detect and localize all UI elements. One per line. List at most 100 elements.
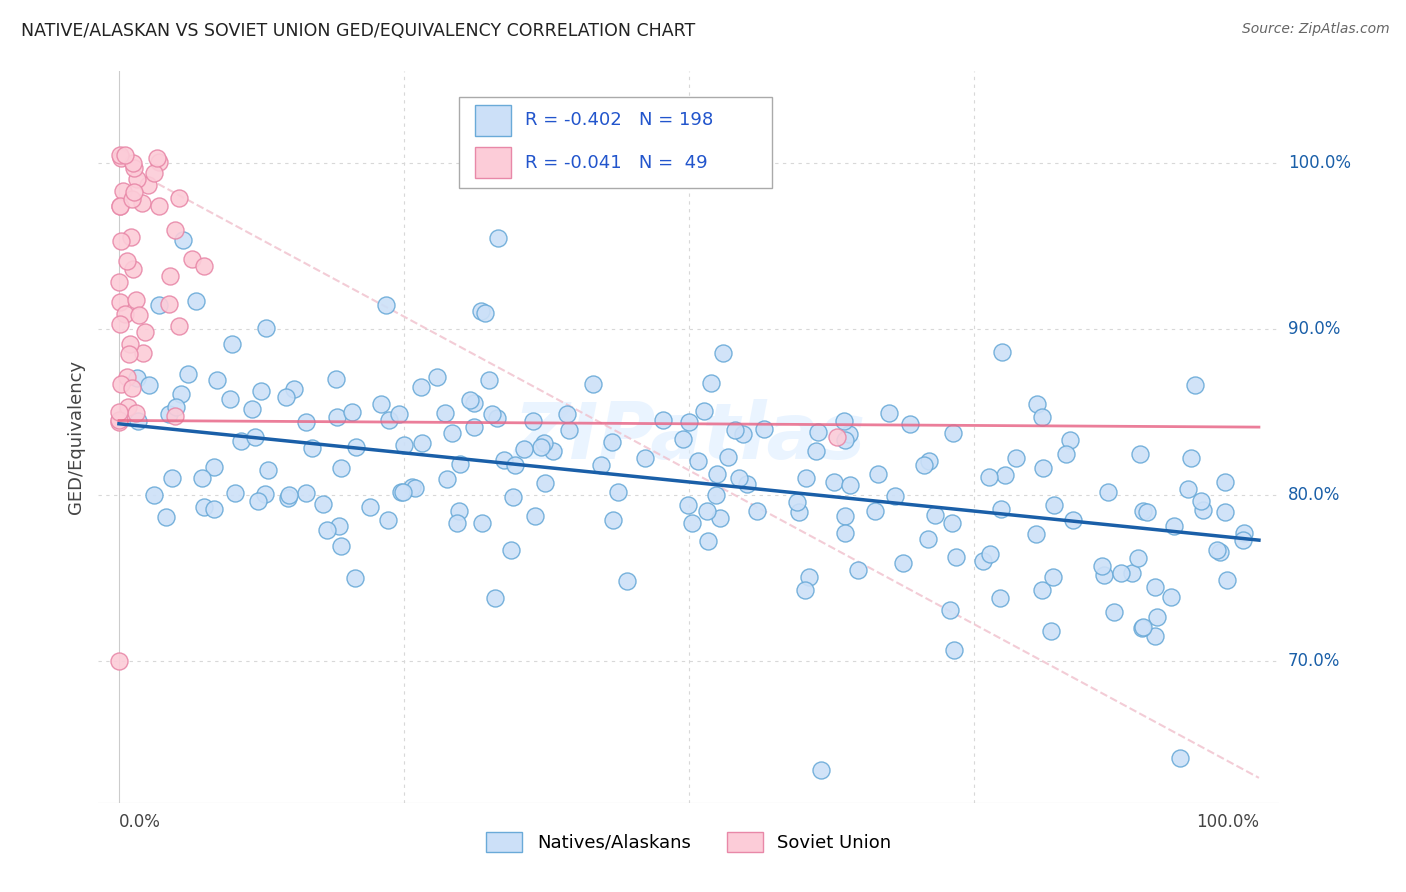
- Point: [155, 509, 177, 524]
- Point: [558, 423, 581, 437]
- Point: [823, 475, 845, 489]
- Point: [1121, 566, 1143, 581]
- Point: [274, 390, 297, 404]
- Point: [1091, 559, 1114, 574]
- Point: [990, 591, 1012, 605]
- Point: [108, 405, 131, 419]
- Point: [924, 508, 946, 522]
- Point: [1143, 629, 1166, 643]
- Point: [533, 436, 555, 450]
- Point: [752, 422, 775, 436]
- Point: [834, 508, 856, 523]
- Point: [912, 458, 935, 472]
- Point: [110, 294, 132, 309]
- Point: [325, 371, 347, 385]
- Point: [717, 450, 740, 464]
- Point: [440, 425, 463, 440]
- Point: [1031, 410, 1053, 425]
- Point: [602, 434, 624, 449]
- Text: 100.0%: 100.0%: [1288, 153, 1351, 172]
- Point: [131, 196, 153, 211]
- Text: 80.0%: 80.0%: [1288, 486, 1340, 504]
- Point: [160, 470, 183, 484]
- Point: [1213, 505, 1236, 519]
- Point: [283, 383, 305, 397]
- Point: [184, 294, 207, 309]
- Point: [257, 463, 280, 477]
- Point: [411, 379, 433, 393]
- Point: [277, 491, 299, 505]
- Point: [377, 413, 399, 427]
- FancyBboxPatch shape: [458, 97, 772, 188]
- Point: [591, 458, 613, 472]
- Point: [534, 475, 557, 490]
- Point: [134, 325, 156, 339]
- Point: [724, 423, 747, 437]
- Point: [221, 337, 243, 351]
- Point: [148, 199, 170, 213]
- Text: Source: ZipAtlas.com: Source: ZipAtlas.com: [1241, 22, 1389, 37]
- Point: [329, 461, 352, 475]
- Point: [205, 373, 228, 387]
- Point: [1163, 519, 1185, 533]
- Point: [979, 547, 1001, 561]
- Point: [316, 523, 339, 537]
- Point: [942, 643, 965, 657]
- Point: [731, 427, 754, 442]
- Point: [672, 432, 695, 446]
- Point: [502, 490, 524, 504]
- Point: [247, 493, 270, 508]
- Point: [193, 500, 215, 515]
- FancyBboxPatch shape: [475, 147, 510, 178]
- Point: [458, 393, 481, 408]
- Point: [1184, 377, 1206, 392]
- Point: [728, 471, 751, 485]
- Point: [1135, 505, 1157, 519]
- Point: [108, 275, 131, 289]
- Point: [678, 415, 700, 429]
- Point: [1026, 396, 1049, 410]
- Point: [1177, 483, 1199, 497]
- Y-axis label: GED/Equivalency: GED/Equivalency: [66, 360, 84, 514]
- Point: [117, 401, 139, 415]
- Point: [530, 440, 553, 454]
- Point: [697, 534, 720, 549]
- Point: [711, 346, 734, 360]
- Point: [794, 471, 817, 485]
- Point: [172, 233, 194, 247]
- Point: [411, 435, 433, 450]
- Point: [942, 425, 965, 440]
- Point: [125, 370, 148, 384]
- Point: [1102, 606, 1125, 620]
- Point: [114, 148, 136, 162]
- Point: [219, 392, 242, 407]
- Point: [191, 471, 214, 485]
- Point: [541, 443, 564, 458]
- Point: [492, 453, 515, 467]
- Point: [810, 763, 832, 777]
- Text: R = -0.041   N =  49: R = -0.041 N = 49: [524, 153, 707, 172]
- Point: [522, 413, 544, 427]
- Point: [652, 413, 675, 427]
- Point: [404, 482, 426, 496]
- Point: [136, 178, 159, 192]
- Point: [122, 161, 145, 176]
- Point: [1144, 581, 1167, 595]
- Point: [616, 574, 638, 589]
- Point: [848, 562, 870, 576]
- Text: 0.0%: 0.0%: [120, 813, 160, 830]
- Legend: Natives/Alaskans, Soviet Union: Natives/Alaskans, Soviet Union: [479, 824, 898, 860]
- Point: [794, 582, 817, 597]
- Point: [838, 427, 860, 442]
- Point: [1132, 504, 1154, 518]
- Point: [834, 526, 856, 541]
- Point: [463, 395, 485, 409]
- Point: [1216, 574, 1239, 588]
- Point: [312, 498, 335, 512]
- Point: [977, 470, 1000, 484]
- Point: [254, 321, 277, 335]
- Point: [1233, 525, 1256, 540]
- Point: [1130, 622, 1153, 636]
- Point: [1094, 568, 1116, 582]
- Point: [110, 234, 132, 248]
